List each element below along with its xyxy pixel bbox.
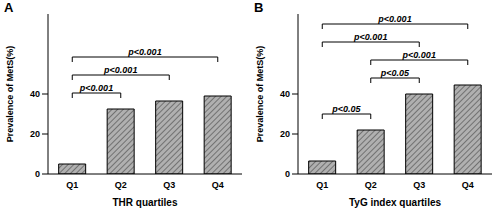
svg-text:p<0.001: p<0.001 [353, 32, 387, 42]
svg-text:Q1: Q1 [66, 180, 78, 190]
svg-text:20: 20 [280, 129, 290, 139]
svg-text:40: 40 [280, 89, 290, 99]
svg-text:Prevalence of MetS(%): Prevalence of MetS(%) [8, 46, 15, 143]
svg-text:0: 0 [285, 169, 290, 179]
svg-text:p<0.05: p<0.05 [331, 104, 361, 114]
svg-text:Q2: Q2 [115, 180, 127, 190]
svg-text:Prevalence of MetS(%): Prevalence of MetS(%) [255, 46, 265, 143]
svg-text:20: 20 [30, 129, 40, 139]
html-text:B: B [254, 0, 264, 15]
html-text:A: A [4, 0, 14, 15]
svg-text:p<0.001: p<0.001 [79, 83, 113, 93]
svg-text:THR quartiles: THR quartiles [112, 197, 177, 208]
svg-text:p<0.001: p<0.001 [402, 50, 436, 60]
svg-text:0: 0 [35, 169, 40, 179]
svg-text:Q3: Q3 [163, 180, 175, 190]
svg-text:Q4: Q4 [212, 180, 224, 190]
svg-text:Q1: Q1 [316, 180, 328, 190]
svg-text:Q4: Q4 [462, 180, 474, 190]
svg-text:40: 40 [30, 89, 40, 99]
svg-text:p<0.001: p<0.001 [127, 47, 161, 57]
svg-text:TyG index quartiles: TyG index quartiles [349, 197, 441, 208]
svg-text:p<0.05: p<0.05 [380, 68, 410, 78]
svg-text:p<0.001: p<0.001 [103, 65, 137, 75]
svg-text:p<0.001: p<0.001 [377, 14, 411, 24]
svg-text:Q3: Q3 [413, 180, 425, 190]
svg-text:Q2: Q2 [365, 180, 377, 190]
